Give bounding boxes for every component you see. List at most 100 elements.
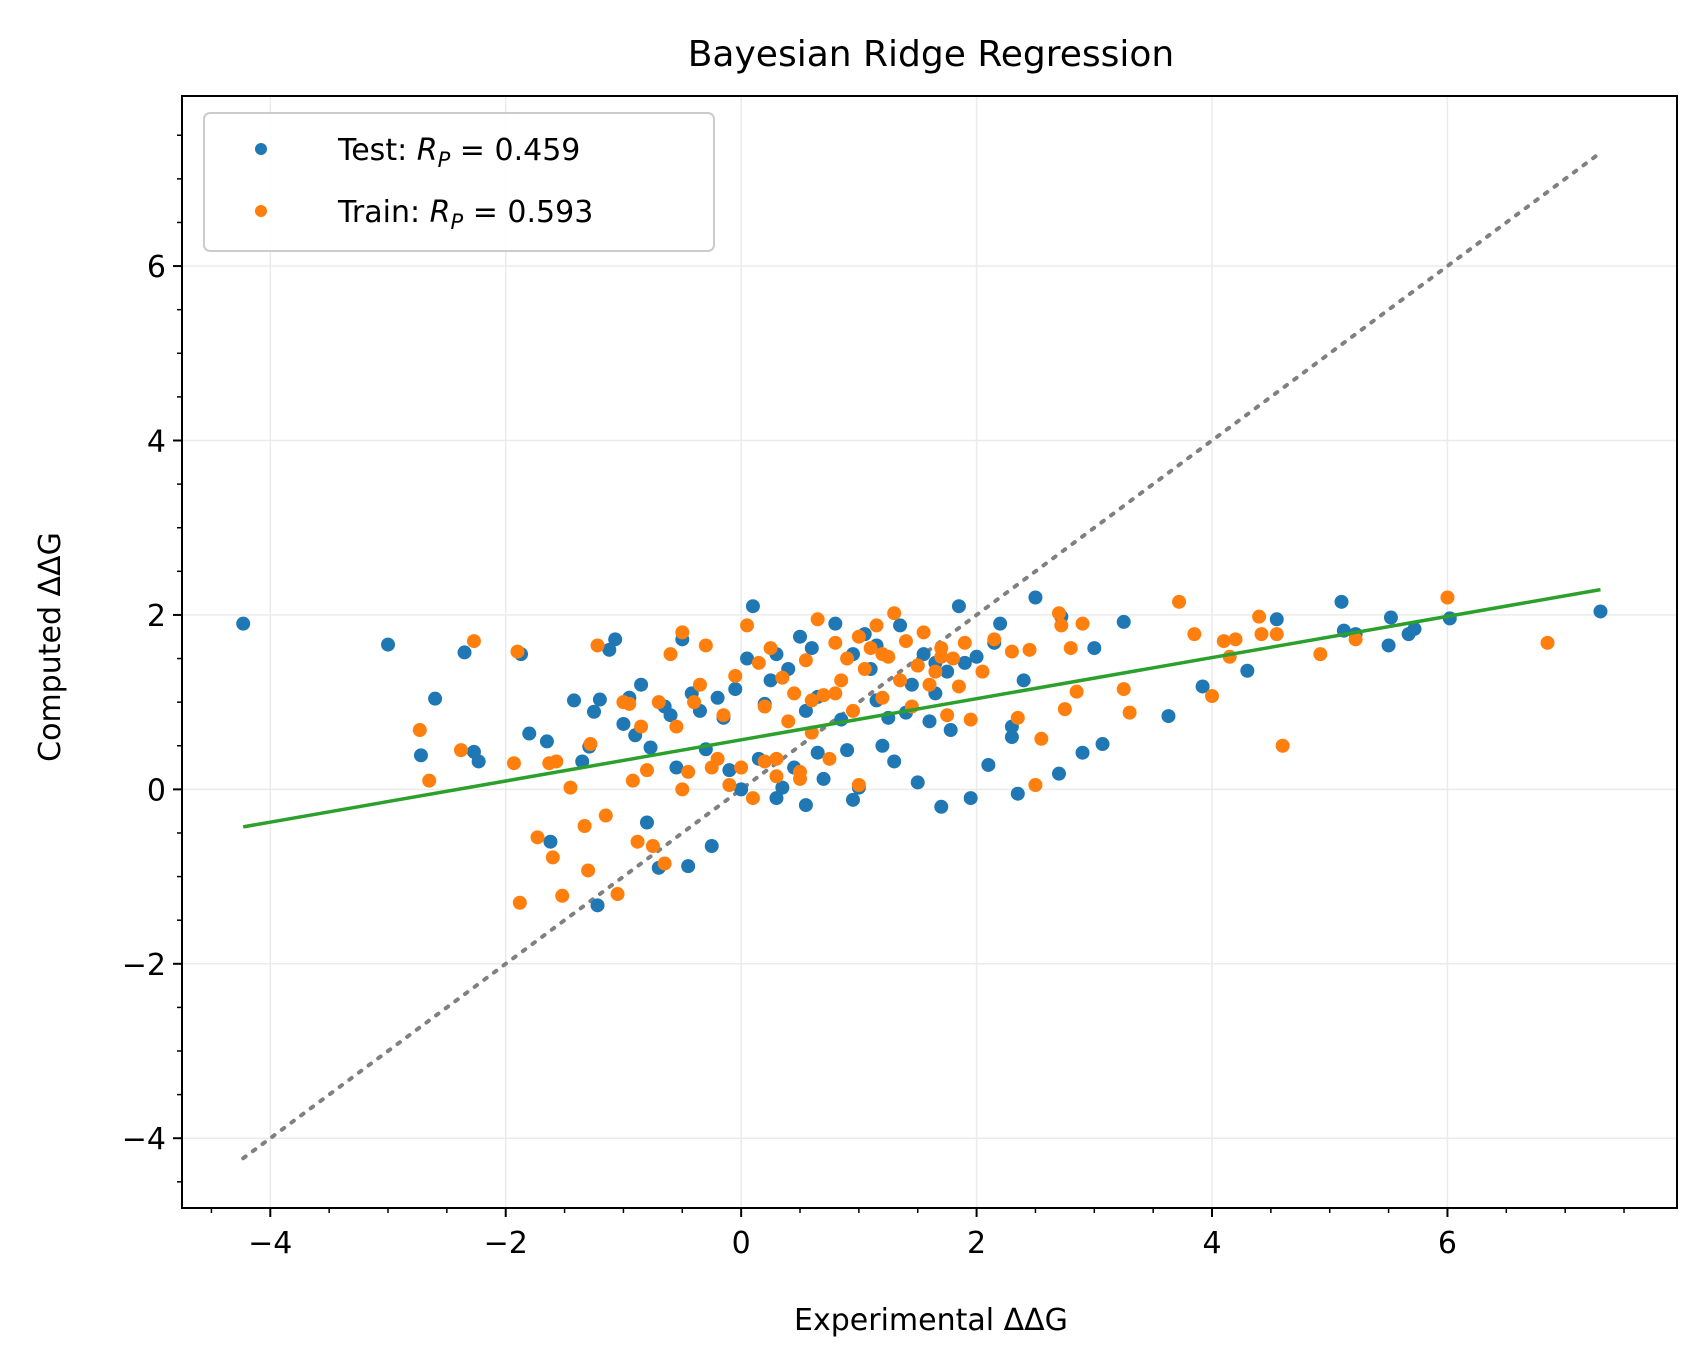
train-point (722, 778, 737, 793)
train-point (630, 834, 645, 849)
train-point (530, 830, 545, 845)
train-point (634, 719, 649, 734)
train-point (940, 708, 955, 723)
test-point (1240, 663, 1255, 678)
test-point (734, 782, 749, 797)
train-point (893, 673, 908, 688)
test-point (413, 748, 428, 763)
y-axis-label: Computed ΔΔG (33, 532, 68, 762)
test-point (457, 645, 472, 660)
test-point (810, 745, 825, 760)
legend-label-test: Test: RP = 0.459 (337, 133, 580, 172)
train-point (466, 634, 481, 649)
test-point (981, 757, 996, 772)
test-point (775, 780, 790, 795)
train-point (422, 773, 437, 788)
train-point (769, 769, 784, 784)
train-point (804, 693, 819, 708)
test-point (539, 734, 554, 749)
train-point (734, 760, 749, 775)
test-point (704, 839, 719, 854)
legend-box (203, 112, 715, 252)
train-point (951, 679, 966, 694)
train-point (1069, 684, 1084, 699)
test-point (590, 898, 605, 913)
test-point (1087, 641, 1102, 656)
test-point (769, 791, 784, 806)
x-tick-label: 6 (1438, 1226, 1457, 1261)
train-point (898, 634, 913, 649)
train-point (1275, 738, 1290, 753)
train-point (875, 690, 890, 705)
train-point (563, 780, 578, 795)
legend-marker-test (255, 143, 267, 155)
regression-line-segment (242, 587, 1601, 829)
x-tick-label: −4 (248, 1226, 292, 1261)
test-point (1334, 594, 1349, 609)
train-point (857, 662, 872, 677)
train-point (512, 895, 527, 910)
test-point (1383, 610, 1398, 625)
test-point (940, 664, 955, 679)
train-point (745, 791, 760, 806)
train-point (622, 696, 637, 711)
test-point (1051, 766, 1066, 781)
train-point (816, 688, 831, 703)
test-point (1016, 673, 1031, 688)
test-point (639, 815, 654, 830)
test-point (804, 641, 819, 656)
train-point (822, 751, 837, 766)
test-point (957, 655, 972, 670)
train-point (1116, 682, 1131, 697)
train-point (740, 618, 755, 633)
test-point (798, 703, 813, 718)
train-point (710, 751, 725, 766)
test-point (875, 738, 890, 753)
train-point (1205, 689, 1220, 704)
test-point (887, 754, 902, 769)
train-point (798, 653, 813, 668)
axis-ticks (173, 134, 1625, 1217)
train-point (639, 763, 654, 778)
train-point (1034, 731, 1049, 746)
train-point (851, 778, 866, 793)
train-point (1254, 627, 1269, 642)
test-point (643, 740, 658, 755)
test-point (236, 616, 251, 631)
train-point (598, 808, 613, 823)
plot-frame (181, 95, 1678, 1209)
train-point (987, 632, 1002, 647)
train-point (757, 754, 772, 769)
train-point (1172, 594, 1187, 609)
y-tick-label: 0 (147, 773, 166, 808)
train-point (828, 635, 843, 650)
test-point (1075, 745, 1090, 760)
test-point (798, 798, 813, 813)
train-point (934, 649, 949, 664)
train-point (657, 856, 672, 871)
train-point (1122, 705, 1137, 720)
x-tick-label: 0 (732, 1226, 751, 1261)
test-point (963, 791, 978, 806)
test-point (740, 651, 755, 666)
train-point (610, 887, 625, 902)
test-point (943, 723, 958, 738)
test-point (969, 649, 984, 664)
y-tick-labels: −4 −2 0 2 4 6 (122, 250, 166, 1157)
y-tick-label: 2 (147, 599, 166, 634)
legend-marker-train (255, 205, 267, 217)
train-point (728, 668, 743, 683)
test-point (1161, 709, 1176, 724)
train-point (751, 655, 766, 670)
train-point (834, 673, 849, 688)
test-point (587, 704, 602, 719)
test-point (663, 708, 678, 723)
train-point (1075, 616, 1090, 631)
test-point (993, 616, 1008, 631)
train-point (828, 686, 843, 701)
train-point (698, 638, 713, 653)
test-point (634, 677, 649, 692)
test-point (1116, 614, 1131, 629)
legend-label-train: Train: RP = 0.593 (337, 195, 593, 234)
test-point (1010, 786, 1025, 801)
